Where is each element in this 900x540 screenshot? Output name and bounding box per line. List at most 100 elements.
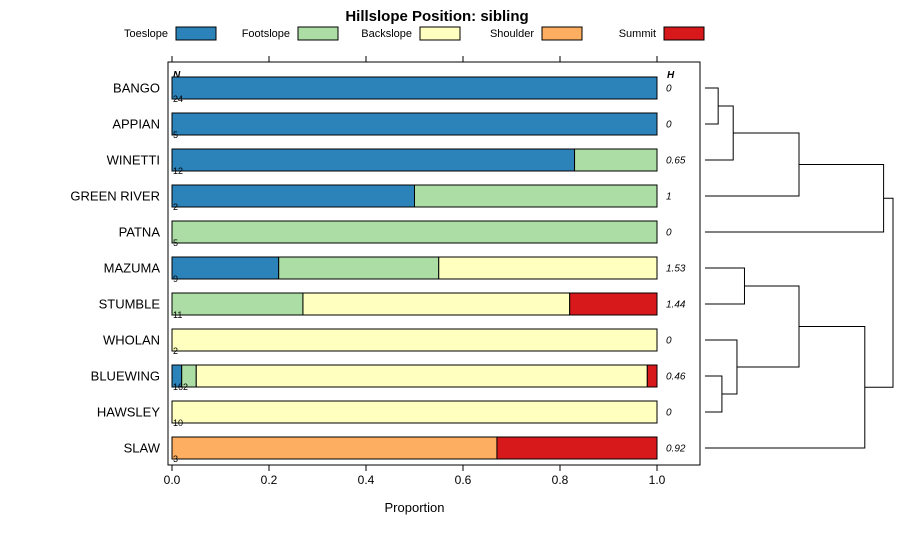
legend-entry-summit: Summit (619, 26, 705, 41)
legend-swatch-backslope (419, 26, 461, 41)
bar-segment-backslope (302, 292, 571, 316)
bar-row-mazuma (171, 256, 658, 280)
legend-swatch-shoulder (541, 26, 583, 41)
n-value: 11 (173, 310, 182, 320)
bar-row-bluewing (171, 364, 658, 388)
row-label-mazuma: MAZUMA (104, 261, 161, 276)
row-label-wholan: WHOLAN (103, 333, 160, 348)
h-value: 0.65 (666, 156, 686, 167)
legend-label-backslope: Backslope (361, 28, 412, 40)
x-axis-title: Proportion (385, 500, 445, 515)
dendrogram-link (705, 375, 723, 413)
chart-title: Hillslope Position: sibling (345, 8, 529, 25)
bar-segment-shoulder (171, 436, 498, 460)
legend-entry-toeslope: Toeslope (124, 26, 217, 41)
dendrogram-link (736, 285, 800, 368)
legend-entry-backslope: Backslope (361, 26, 461, 41)
n-value: 5 (173, 238, 178, 248)
h-value: 0.46 (666, 372, 686, 383)
n-value: 9 (173, 274, 178, 284)
dendrogram-link (864, 197, 894, 388)
bar-row-slaw (171, 436, 658, 460)
x-axis-tick-label: 0.0 (164, 473, 181, 487)
bar-row-bango (171, 76, 658, 100)
legend-label-toeslope: Toeslope (124, 28, 168, 40)
legend-swatch-toeslope (175, 26, 217, 41)
n-value: 10 (173, 418, 183, 428)
dendrogram-link (705, 132, 800, 197)
n-value: 24 (173, 94, 183, 104)
legend-label-shoulder: Shoulder (490, 28, 534, 40)
bar-segment-backslope (195, 364, 648, 388)
plot-border (167, 61, 701, 466)
h-column-header: H (667, 70, 675, 81)
n-value: 162 (173, 382, 188, 392)
legend-swatch-summit (663, 26, 705, 41)
row-label-hawsley: HAWSLEY (97, 405, 160, 420)
bar-segment-backslope (438, 256, 658, 280)
bar-row-hawsley (171, 400, 658, 424)
n-value: 2 (173, 346, 178, 356)
n-value: 2 (173, 202, 178, 212)
dendrogram-link (705, 164, 885, 233)
n-column-header: N (173, 70, 181, 81)
x-axis-tick-label: 0.6 (455, 473, 472, 487)
row-label-appian: APPIAN (112, 117, 160, 132)
x-axis-tick-label: 0.8 (552, 473, 569, 487)
bar-segment-backslope (171, 328, 658, 352)
h-value: 1.44 (666, 300, 686, 311)
bar-segment-summit (569, 292, 658, 316)
bar-row-appian (171, 112, 658, 136)
row-label-bluewing: BLUEWING (91, 369, 160, 384)
bar-segment-footslope (278, 256, 440, 280)
dendrogram-link (705, 326, 866, 449)
row-label-bango: BANGO (113, 81, 160, 96)
bar-row-stumble (171, 292, 658, 316)
dendrogram-link (705, 87, 719, 125)
h-value: 0.92 (666, 444, 686, 455)
bar-segment-toeslope (171, 112, 658, 136)
h-value: 0 (666, 120, 672, 131)
h-value: 1 (666, 192, 672, 203)
h-value: 0 (666, 84, 672, 95)
bar-segment-toeslope (171, 256, 280, 280)
bar-segment-toeslope (171, 76, 658, 100)
dendrogram (705, 87, 894, 449)
legend-swatch-footslope (297, 26, 339, 41)
bar-segment-footslope (171, 220, 658, 244)
bar-segment-footslope (171, 292, 304, 316)
dendrogram-link (705, 267, 745, 305)
bar-segment-toeslope (171, 148, 576, 172)
legend-label-footslope: Footslope (242, 28, 290, 40)
x-axis-tick-label: 1.0 (649, 473, 666, 487)
row-label-stumble: STUMBLE (99, 297, 161, 312)
row-label-patna: PATNA (119, 225, 161, 240)
bar-row-winetti (171, 148, 658, 172)
bar-row-patna (171, 220, 658, 244)
x-axis-tick-label: 0.2 (261, 473, 278, 487)
dendrogram-link (705, 105, 734, 161)
h-value: 0 (666, 408, 672, 419)
row-label-slaw: SLAW (124, 441, 161, 456)
dendrogram-link (705, 339, 738, 395)
h-value: 1.53 (666, 264, 686, 275)
bar-segment-footslope (414, 184, 658, 208)
legend: Toeslope Footslope Backslope Shoulder Summit (124, 26, 705, 41)
n-value: 3 (173, 454, 178, 464)
bar-segment-summit (646, 364, 658, 388)
bar-row-wholan (171, 328, 658, 352)
bar-segment-toeslope (171, 184, 415, 208)
n-value: 5 (173, 130, 178, 140)
bar-segment-footslope (574, 148, 658, 172)
h-value: 0 (666, 336, 672, 347)
n-value: 12 (173, 166, 183, 176)
legend-entry-footslope: Footslope (242, 26, 339, 41)
row-label-green-river: GREEN RIVER (70, 189, 160, 204)
bar-segment-summit (496, 436, 658, 460)
row-label-winetti: WINETTI (107, 153, 160, 168)
bar-row-green-river (171, 184, 658, 208)
legend-label-summit: Summit (619, 28, 656, 40)
legend-entry-shoulder: Shoulder (490, 26, 583, 41)
